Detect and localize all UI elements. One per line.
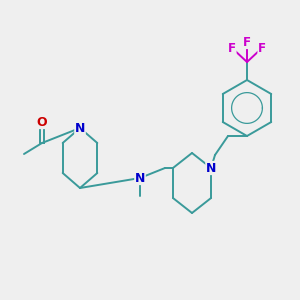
- Text: F: F: [243, 35, 251, 49]
- Text: O: O: [37, 116, 47, 128]
- Text: F: F: [228, 41, 236, 55]
- Text: N: N: [135, 172, 145, 184]
- Text: F: F: [258, 41, 266, 55]
- Text: N: N: [75, 122, 85, 134]
- Text: N: N: [206, 161, 216, 175]
